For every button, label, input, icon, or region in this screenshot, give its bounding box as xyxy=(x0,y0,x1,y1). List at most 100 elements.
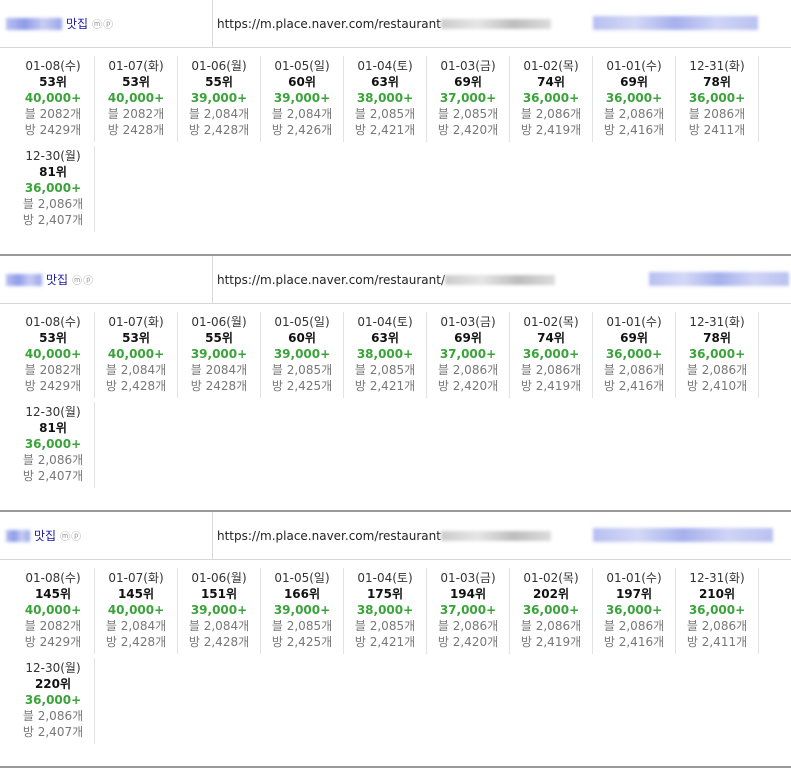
day-cell: 12-31(화) 78위 36,000+ 블 2086개 방 2411개 xyxy=(676,56,759,142)
day-date: 01-03(금) xyxy=(440,571,496,585)
day-rank: 63위 xyxy=(371,331,399,345)
day-cell: 01-02(목) 74위 36,000+ 블 2,086개 방 2,419개 xyxy=(510,56,593,142)
day-rank: 74위 xyxy=(537,331,565,345)
day-reviews: 38,000+ xyxy=(356,347,414,361)
day-grid: 01-08(수) 53위 40,000+ 블 2082개 방 2429개 01-07(화… xyxy=(0,304,791,500)
redacted-place-name xyxy=(649,272,789,286)
day-blog-count: 블 2,086개 xyxy=(22,709,84,723)
day-cell: 01-03(금) 194위 37,000+ 블 2,086개 방 2,420개 xyxy=(427,568,510,654)
day-reviews: 38,000+ xyxy=(356,91,414,105)
redacted-keyword xyxy=(6,17,62,30)
keyword-link[interactable]: 맛집 xyxy=(34,529,57,543)
day-reviews: 36,000+ xyxy=(605,347,663,361)
place-url[interactable]: https://m.place.naver.com/restaurant xyxy=(217,528,441,543)
day-blog-count: 블 2,084개 xyxy=(105,619,167,633)
day-blog-count: 블 2,086개 xyxy=(437,363,499,377)
day-blog-count: 블 2,085개 xyxy=(437,107,499,121)
day-blog-count: 블 2,086개 xyxy=(603,619,665,633)
day-date: 01-06(월) xyxy=(191,315,247,329)
day-visit-count: 방 2,419개 xyxy=(520,123,582,137)
day-date: 01-08(수) xyxy=(25,571,81,585)
day-visit-count: 방 2,428개 xyxy=(188,123,250,137)
day-visit-count: 방 2,420개 xyxy=(437,379,499,393)
day-visit-count: 방 2429개 xyxy=(24,635,82,649)
day-cell: 01-01(수) 197위 36,000+ 블 2,086개 방 2,416개 xyxy=(593,568,676,654)
mobile-pc-icons[interactable]: ⓜⓟ xyxy=(72,276,95,287)
place-header: 맛집 ⓜⓟ https://m.place.naver.com/restaura… xyxy=(0,256,791,304)
day-blog-count: 블 2082개 xyxy=(24,107,82,121)
day-date: 12-30(월) xyxy=(25,405,81,419)
day-date: 01-04(토) xyxy=(357,59,413,73)
day-reviews: 37,000+ xyxy=(439,603,497,617)
day-reviews: 37,000+ xyxy=(439,347,497,361)
day-visit-count: 방 2,425개 xyxy=(271,635,333,649)
day-reviews: 39,000+ xyxy=(273,91,331,105)
day-reviews: 36,000+ xyxy=(605,603,663,617)
mobile-pc-icons[interactable]: ⓜⓟ xyxy=(92,20,115,31)
place-header: 맛집 ⓜⓟ https://m.place.naver.com/restaura… xyxy=(0,0,791,48)
day-blog-count: 블 2,085개 xyxy=(354,363,416,377)
day-rank: 53위 xyxy=(39,75,67,89)
day-reviews: 39,000+ xyxy=(273,603,331,617)
day-blog-count: 블 2,084개 xyxy=(105,363,167,377)
day-date: 12-30(월) xyxy=(25,149,81,163)
day-reviews: 40,000+ xyxy=(107,347,165,361)
day-blog-count: 블 2,086개 xyxy=(603,363,665,377)
day-blog-count: 블 2,085개 xyxy=(271,363,333,377)
day-cell: 01-07(화) 145위 40,000+ 블 2,084개 방 2,428개 xyxy=(95,568,178,654)
day-blog-count: 블 2,086개 xyxy=(520,107,582,121)
day-reviews: 36,000+ xyxy=(688,91,746,105)
day-cell: 01-01(수) 69위 36,000+ 블 2,086개 방 2,416개 xyxy=(593,56,676,142)
place-url[interactable]: https://m.place.naver.com/restaurant/ xyxy=(217,272,445,287)
day-visit-count: 방 2,421개 xyxy=(354,123,416,137)
day-date: 01-06(월) xyxy=(191,59,247,73)
day-date: 01-06(월) xyxy=(191,571,247,585)
day-cell: 12-31(화) 78위 36,000+ 블 2,086개 방 2,410개 xyxy=(676,312,759,398)
day-cell: 01-04(토) 63위 38,000+ 블 2,085개 방 2,421개 xyxy=(344,56,427,142)
day-rank: 78위 xyxy=(703,75,731,89)
day-blog-count: 블 2,086개 xyxy=(603,107,665,121)
day-date: 01-02(목) xyxy=(523,315,579,329)
day-rank: 151위 xyxy=(200,587,238,601)
day-rank: 69위 xyxy=(620,75,648,89)
day-blog-count: 블 2082개 xyxy=(24,619,82,633)
place-url[interactable]: https://m.place.naver.com/restaurant xyxy=(217,16,441,31)
place-block: 맛집 ⓜⓟ https://m.place.naver.com/restaura… xyxy=(0,512,791,768)
day-reviews: 40,000+ xyxy=(107,603,165,617)
day-rank: 202위 xyxy=(532,587,570,601)
day-visit-count: 방 2429개 xyxy=(24,379,82,393)
day-reviews: 37,000+ xyxy=(439,91,497,105)
day-visit-count: 방 2,416개 xyxy=(603,123,665,137)
day-cell: 01-01(수) 69위 36,000+ 블 2,086개 방 2,416개 xyxy=(593,312,676,398)
day-visit-count: 방 2,411개 xyxy=(686,635,748,649)
day-visit-count: 방 2411개 xyxy=(688,123,746,137)
day-date: 01-03(금) xyxy=(440,59,496,73)
keyword-link[interactable]: 맛집 xyxy=(66,17,89,31)
day-visit-count: 방 2,426개 xyxy=(271,123,333,137)
day-blog-count: 블 2,086개 xyxy=(686,619,748,633)
day-reviews: 36,000+ xyxy=(24,437,82,451)
day-cell: 01-05(일) 60위 39,000+ 블 2,085개 방 2,425개 xyxy=(261,312,344,398)
keyword-link[interactable]: 맛집 xyxy=(46,273,69,287)
mobile-pc-icons[interactable]: ⓜⓟ xyxy=(60,532,83,543)
day-reviews: 38,000+ xyxy=(356,603,414,617)
place-header: 맛집 ⓜⓟ https://m.place.naver.com/restaura… xyxy=(0,512,791,560)
day-rank: 145위 xyxy=(34,587,72,601)
day-rank: 220위 xyxy=(34,677,72,691)
day-reviews: 40,000+ xyxy=(24,347,82,361)
day-blog-count: 블 2,084개 xyxy=(188,107,250,121)
day-grid: 01-08(수) 145위 40,000+ 블 2082개 방 2429개 01-07(… xyxy=(0,560,791,756)
day-rank: 63위 xyxy=(371,75,399,89)
day-date: 12-31(화) xyxy=(689,315,745,329)
day-date: 01-01(수) xyxy=(606,571,662,585)
day-blog-count: 블 2,086개 xyxy=(22,453,84,467)
day-rank: 69위 xyxy=(620,331,648,345)
day-rank: 55위 xyxy=(205,331,233,345)
day-blog-count: 블 2,086개 xyxy=(520,619,582,633)
day-visit-count: 방 2,428개 xyxy=(105,635,167,649)
day-rank: 74위 xyxy=(537,75,565,89)
day-date: 01-01(수) xyxy=(606,315,662,329)
day-reviews: 39,000+ xyxy=(190,603,248,617)
day-reviews: 36,000+ xyxy=(605,91,663,105)
day-date: 01-07(화) xyxy=(108,59,164,73)
